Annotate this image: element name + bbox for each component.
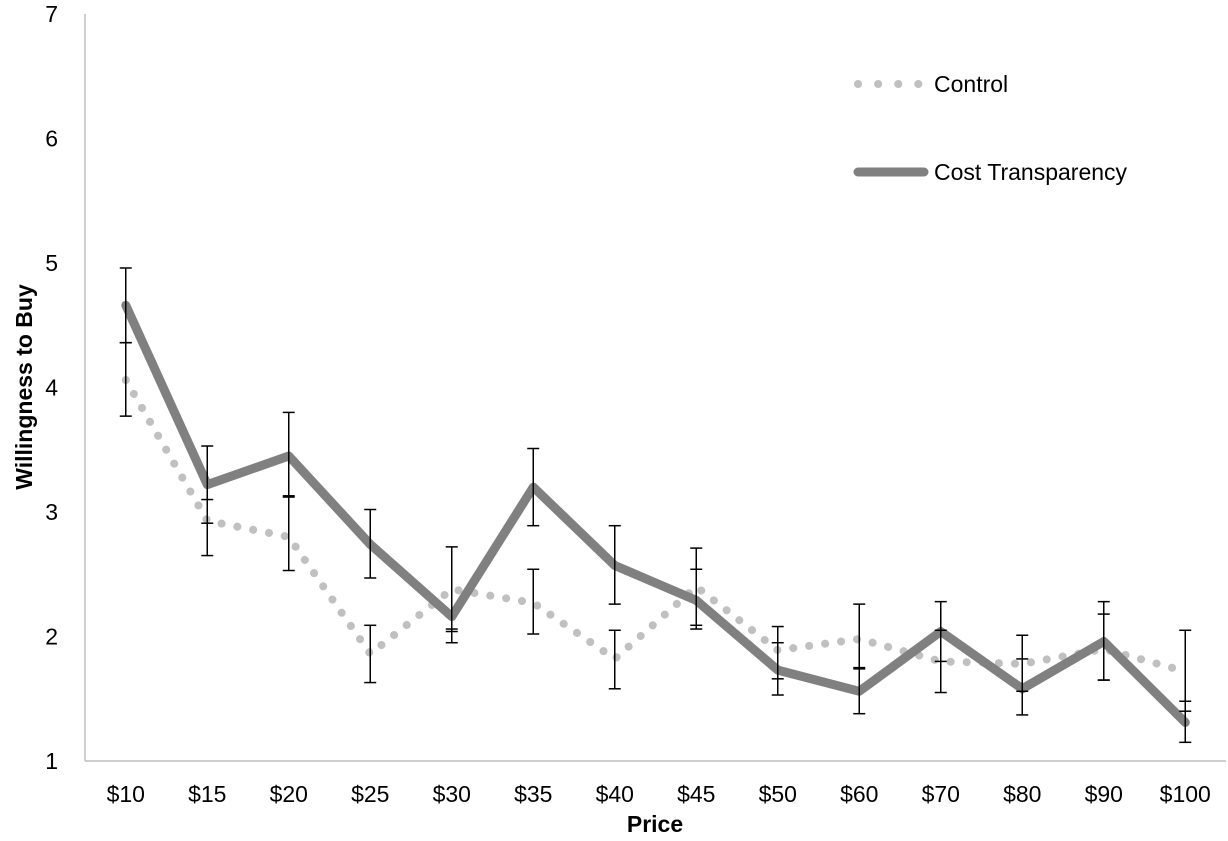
y-axis-title: Willingness to Buy (11, 284, 37, 490)
error-bar-cost-transparency-10 (119, 267, 132, 344)
y-tick-label-2: 2 (45, 624, 58, 650)
y-tick-label-1: 1 (45, 748, 58, 774)
error-bar-cost-transparency-30 (445, 628, 458, 644)
error-bar-cost-transparency-70 (934, 600, 947, 663)
axes (84, 14, 1226, 762)
x-tick-label-20: $20 (270, 781, 308, 807)
x-tick-label-80: $80 (1003, 781, 1041, 807)
legend-label-control: Control (934, 71, 1008, 97)
error-bar-control-40 (608, 629, 621, 690)
error-bar-cost-transparency-40 (608, 524, 621, 605)
x-axis-title: Price (627, 811, 683, 837)
x-tick-label-30: $30 (433, 781, 471, 807)
x-tick-label-25: $25 (351, 781, 389, 807)
error-bar-cost-transparency-50 (771, 625, 784, 696)
x-tick-label-35: $35 (514, 781, 552, 807)
x-tick-label-40: $40 (596, 781, 634, 807)
series-line-control (121, 376, 1190, 676)
series-line-cost-transparency (121, 300, 1190, 727)
x-tick-label-100: $100 (1160, 781, 1211, 807)
x-tick-label-45: $45 (677, 781, 715, 807)
legend-label-cost-transparency: Cost Transparency (934, 159, 1128, 185)
error-bar-control-25 (364, 624, 377, 684)
error-bar-control-100 (1179, 629, 1192, 712)
error-bar-cost-transparency-90 (1097, 600, 1110, 681)
y-tick-label-5: 5 (45, 250, 58, 276)
x-tick-label-70: $70 (922, 781, 960, 807)
x-tick-label-60: $60 (840, 781, 878, 807)
error-bar-control-10 (119, 341, 132, 417)
y-tick-label-3: 3 (45, 499, 58, 525)
legend: Control Cost Transparency (853, 71, 1128, 185)
x-tick-label-15: $15 (188, 781, 226, 807)
error-bars (119, 267, 1192, 744)
y-tick-labels: 1 2 3 4 5 6 7 (45, 1, 58, 774)
x-tick-labels: $10 $15 $20 $25 $30 $35 $40 $45 $50 $60 $70 $80 $90 $… (107, 781, 1211, 807)
y-tick-label-6: 6 (45, 126, 58, 152)
error-bar-cost-transparency-60 (853, 666, 866, 715)
y-tick-label-4: 4 (45, 375, 58, 401)
x-tick-label-10: $10 (107, 781, 145, 807)
error-bar-cost-transparency-20 (282, 411, 295, 498)
error-bar-cost-transparency-100 (1179, 700, 1192, 744)
x-tick-label-90: $90 (1085, 781, 1123, 807)
error-bar-control-35 (527, 568, 540, 635)
error-bar-cost-transparency-80 (1016, 658, 1029, 716)
y-tick-label-7: 7 (45, 1, 58, 27)
x-tick-label-50: $50 (759, 781, 797, 807)
series-layer (121, 300, 1190, 727)
error-bar-cost-transparency-45 (690, 568, 703, 630)
error-bar-cost-transparency-15 (201, 445, 214, 524)
error-bar-cost-transparency-35 (527, 447, 540, 527)
error-bar-cost-transparency-25 (364, 508, 377, 579)
